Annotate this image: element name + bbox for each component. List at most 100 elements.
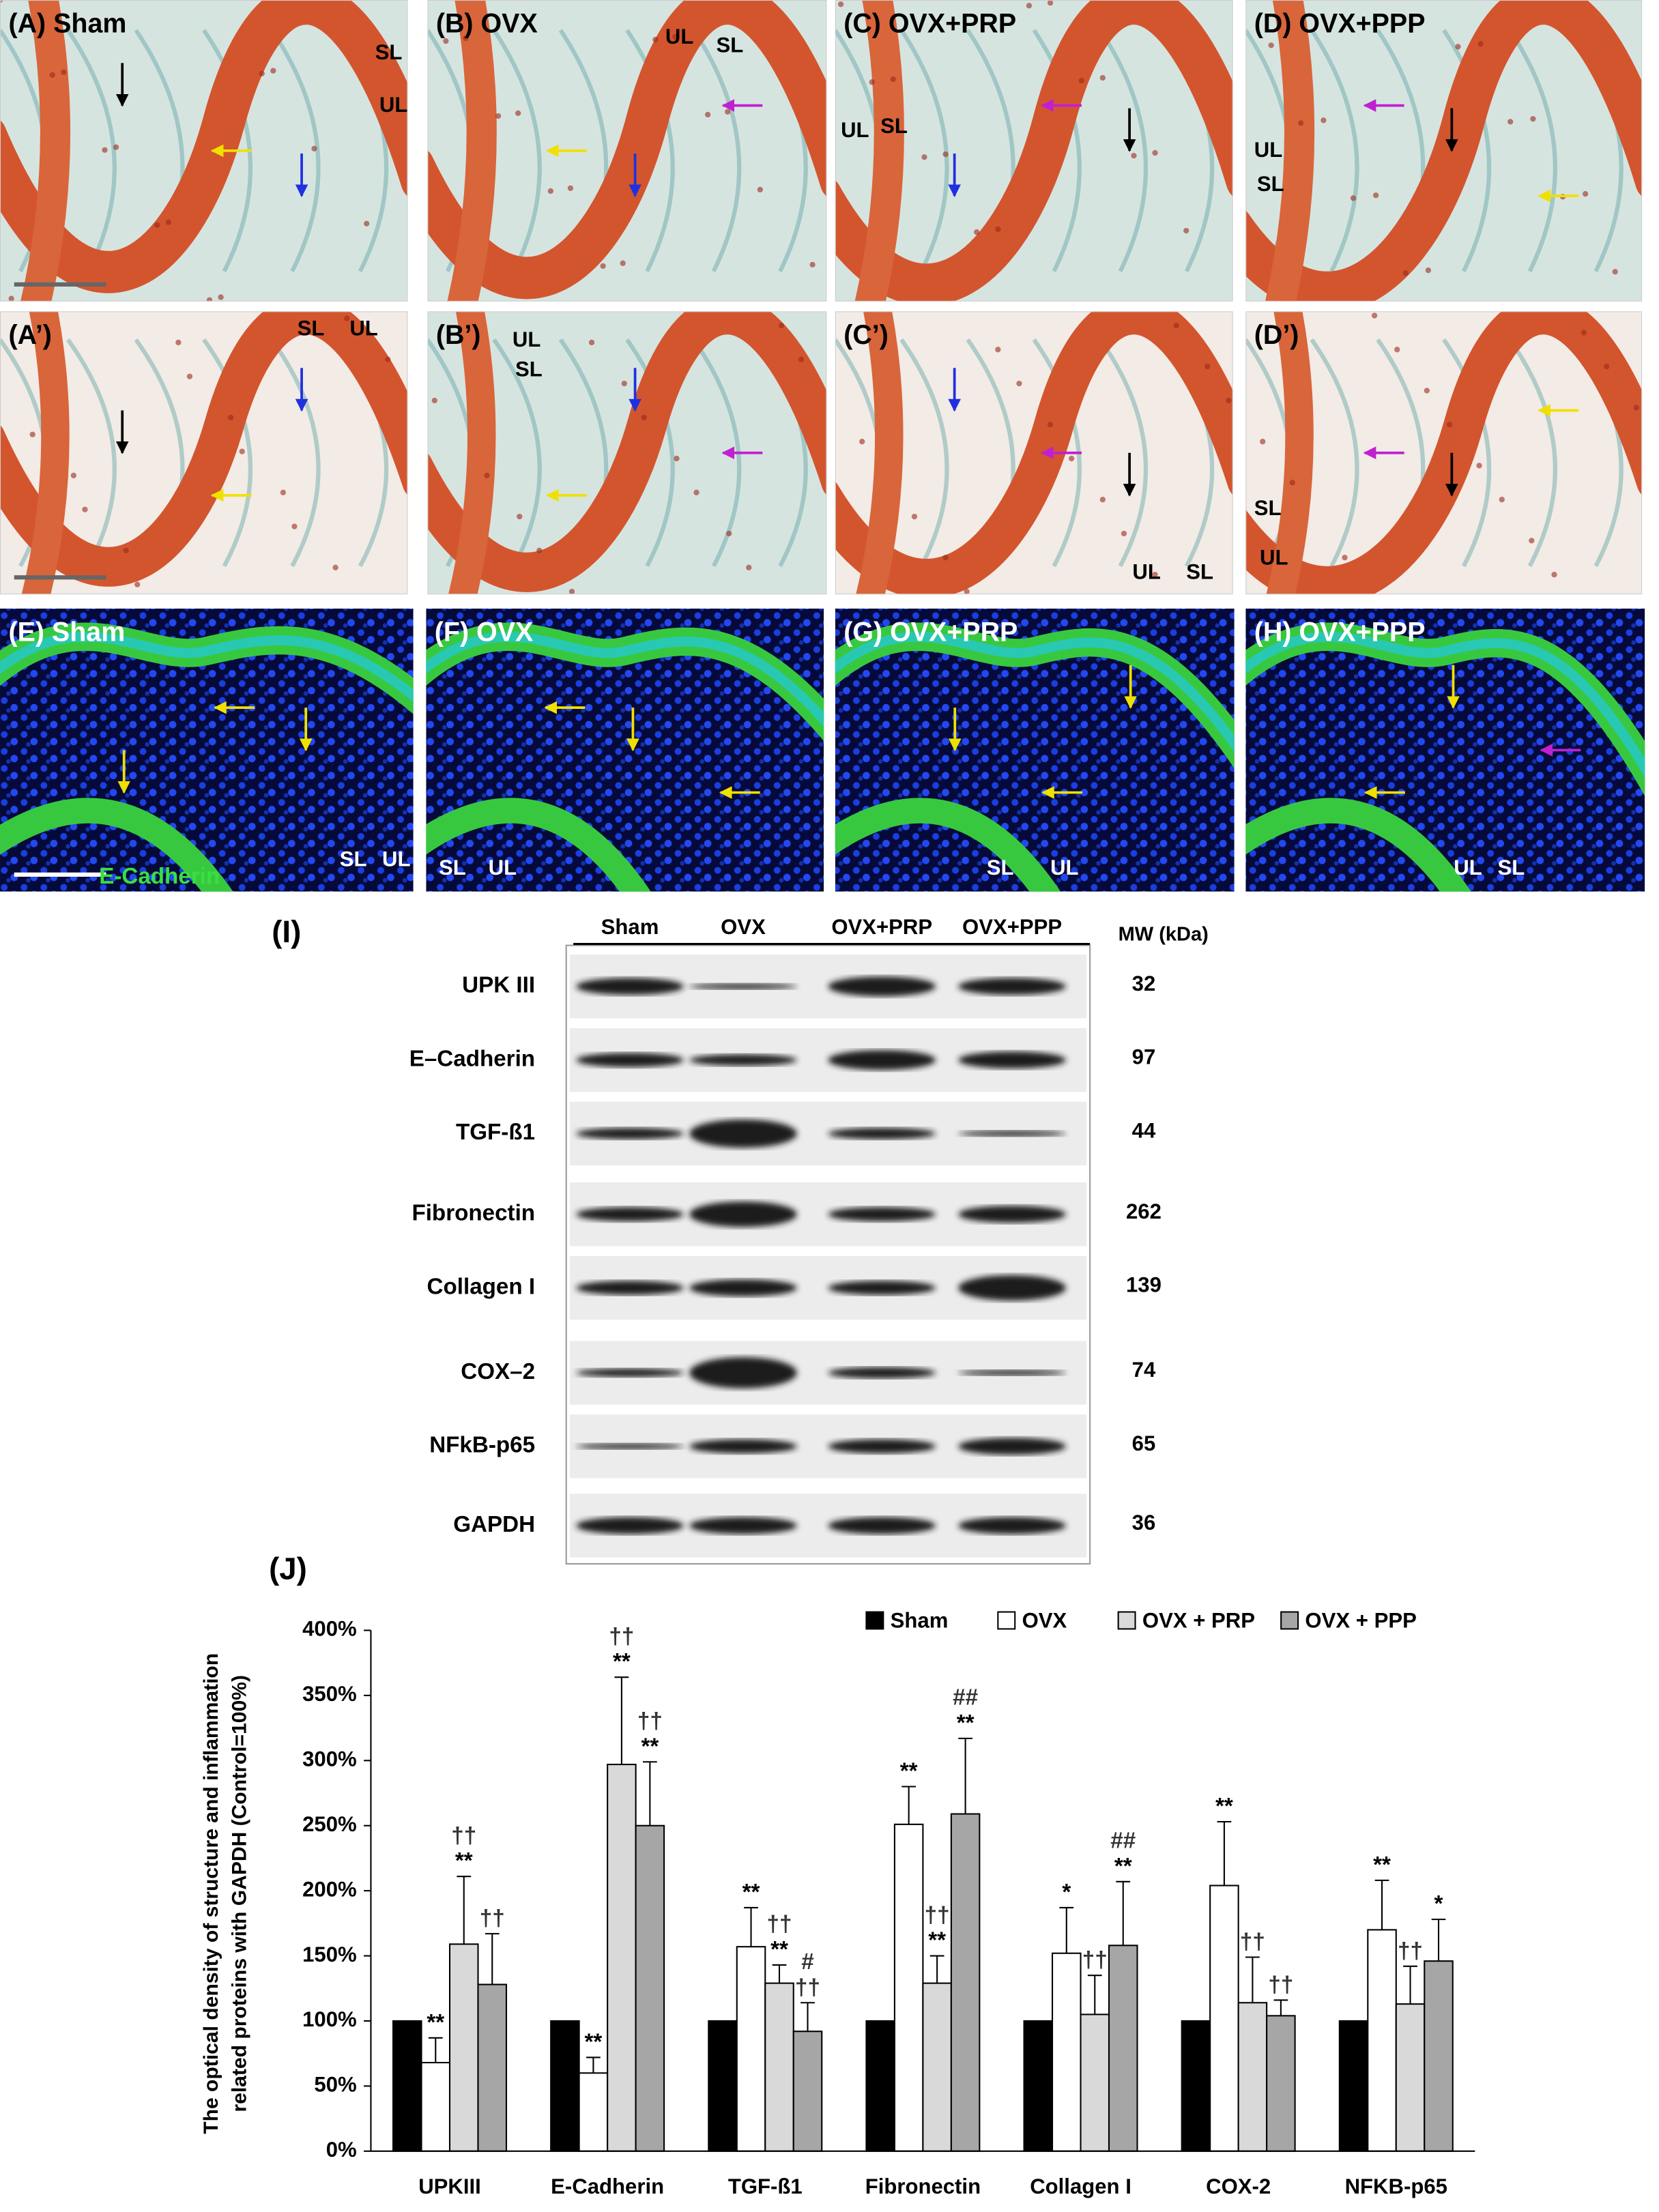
band xyxy=(958,1275,1066,1301)
cell xyxy=(942,151,949,158)
cell xyxy=(1099,497,1106,503)
bar xyxy=(893,1823,924,2152)
cell xyxy=(704,111,711,118)
band xyxy=(958,978,1066,995)
cell xyxy=(1604,364,1610,370)
bar xyxy=(1052,1952,1082,2152)
cell xyxy=(1529,538,1535,544)
layer-tag: SL xyxy=(717,33,744,57)
lane-label: OVX+PRP xyxy=(831,915,932,939)
cell xyxy=(1551,571,1557,578)
collagen-streak xyxy=(899,29,949,273)
panel-label: (B’) xyxy=(436,320,481,350)
significance-mark: †† xyxy=(451,1823,476,1848)
urothelium xyxy=(835,0,1233,302)
cell xyxy=(1581,330,1587,336)
collagen-streak xyxy=(1507,29,1557,273)
collagen-streak xyxy=(691,29,742,273)
cell xyxy=(890,76,896,83)
significance-mark: ** xyxy=(641,1734,659,1759)
error-bar xyxy=(1245,1956,1260,2003)
y-tick-label: 250% xyxy=(302,1812,357,1836)
blot-panel-label: (I) xyxy=(272,914,301,949)
layer-tag: UL xyxy=(1050,856,1078,879)
e-cadherin-layer xyxy=(1245,631,1645,778)
band xyxy=(958,1517,1066,1534)
cell xyxy=(1425,267,1432,274)
layer-tag: UL xyxy=(665,25,693,48)
bar xyxy=(1266,2015,1296,2152)
bar xyxy=(550,2020,580,2152)
error-bar xyxy=(1431,1919,1446,1962)
panel-label: (C’) xyxy=(843,320,889,350)
bar xyxy=(477,1983,508,2152)
significance-mark: ** xyxy=(770,1937,788,1962)
e-cadherin-layer xyxy=(835,631,1235,753)
band xyxy=(689,1279,797,1296)
cell xyxy=(1342,555,1348,561)
band xyxy=(576,1517,684,1534)
error-bar xyxy=(614,1676,629,1765)
significance-mark: †† xyxy=(767,1912,792,1937)
urothelium xyxy=(1245,311,1643,595)
cell xyxy=(837,1,844,8)
significance-mark: †† xyxy=(795,1975,820,2000)
collagen-streak xyxy=(66,29,117,273)
bar xyxy=(1181,2020,1211,2152)
cell xyxy=(809,261,816,268)
error-bar xyxy=(1403,1965,1417,2005)
y-tick-label: 400% xyxy=(302,1617,357,1641)
protein-label: UPK III xyxy=(462,972,535,998)
bar xyxy=(607,1764,637,2152)
error-bar xyxy=(901,1786,917,1824)
significance-mark: †† xyxy=(637,1708,663,1734)
cell xyxy=(1394,347,1400,353)
band xyxy=(958,1051,1066,1069)
y-tick-label: 200% xyxy=(302,1877,357,1901)
lane-label: OVX+PPP xyxy=(962,915,1062,939)
cell xyxy=(218,294,224,300)
cell xyxy=(259,70,265,77)
x-tick-label: TGF-ß1 xyxy=(728,2174,803,2198)
micrograph xyxy=(1245,0,1643,302)
layer-tag: SL xyxy=(1257,172,1284,196)
layer-tag: SL xyxy=(987,856,1014,879)
significance-mark: ** xyxy=(1215,1794,1233,1819)
bar xyxy=(708,2020,738,2152)
legend-label: OVX + PRP xyxy=(1142,1608,1255,1632)
cell xyxy=(1402,270,1409,276)
cell xyxy=(778,322,785,329)
band xyxy=(828,1367,936,1379)
error-bar xyxy=(485,1933,500,1985)
cell xyxy=(1477,41,1484,47)
cell xyxy=(70,472,77,479)
y-tick-label: 100% xyxy=(302,2007,357,2031)
cell xyxy=(641,414,647,421)
micrograph xyxy=(1245,608,1645,892)
urothelium xyxy=(854,0,904,302)
layer-tag: UL xyxy=(1254,138,1282,162)
cell xyxy=(1371,312,1378,319)
error-bar xyxy=(1273,1999,1288,2016)
cell xyxy=(974,229,980,235)
cell xyxy=(1298,120,1304,126)
mw-value: 139 xyxy=(1126,1273,1162,1297)
urothelium xyxy=(447,0,497,302)
bar xyxy=(1424,1960,1454,2152)
band xyxy=(828,1439,936,1454)
cell xyxy=(227,414,234,421)
protein-label: NFkB-p65 xyxy=(429,1433,535,1458)
legend-swatch xyxy=(865,1611,884,1630)
protein-label: COX–2 xyxy=(461,1359,535,1384)
error-bar xyxy=(586,2056,601,2073)
e-cadherin-layer xyxy=(426,631,824,727)
collagen-streak xyxy=(492,338,542,568)
layer-tag: SL xyxy=(340,847,367,871)
cell xyxy=(82,506,88,512)
micrograph xyxy=(427,311,827,595)
mw-value: 74 xyxy=(1132,1358,1156,1382)
significance-mark: ** xyxy=(455,1848,473,1874)
legend-label: OVX + PPP xyxy=(1305,1608,1416,1632)
bar xyxy=(1237,2002,1268,2152)
